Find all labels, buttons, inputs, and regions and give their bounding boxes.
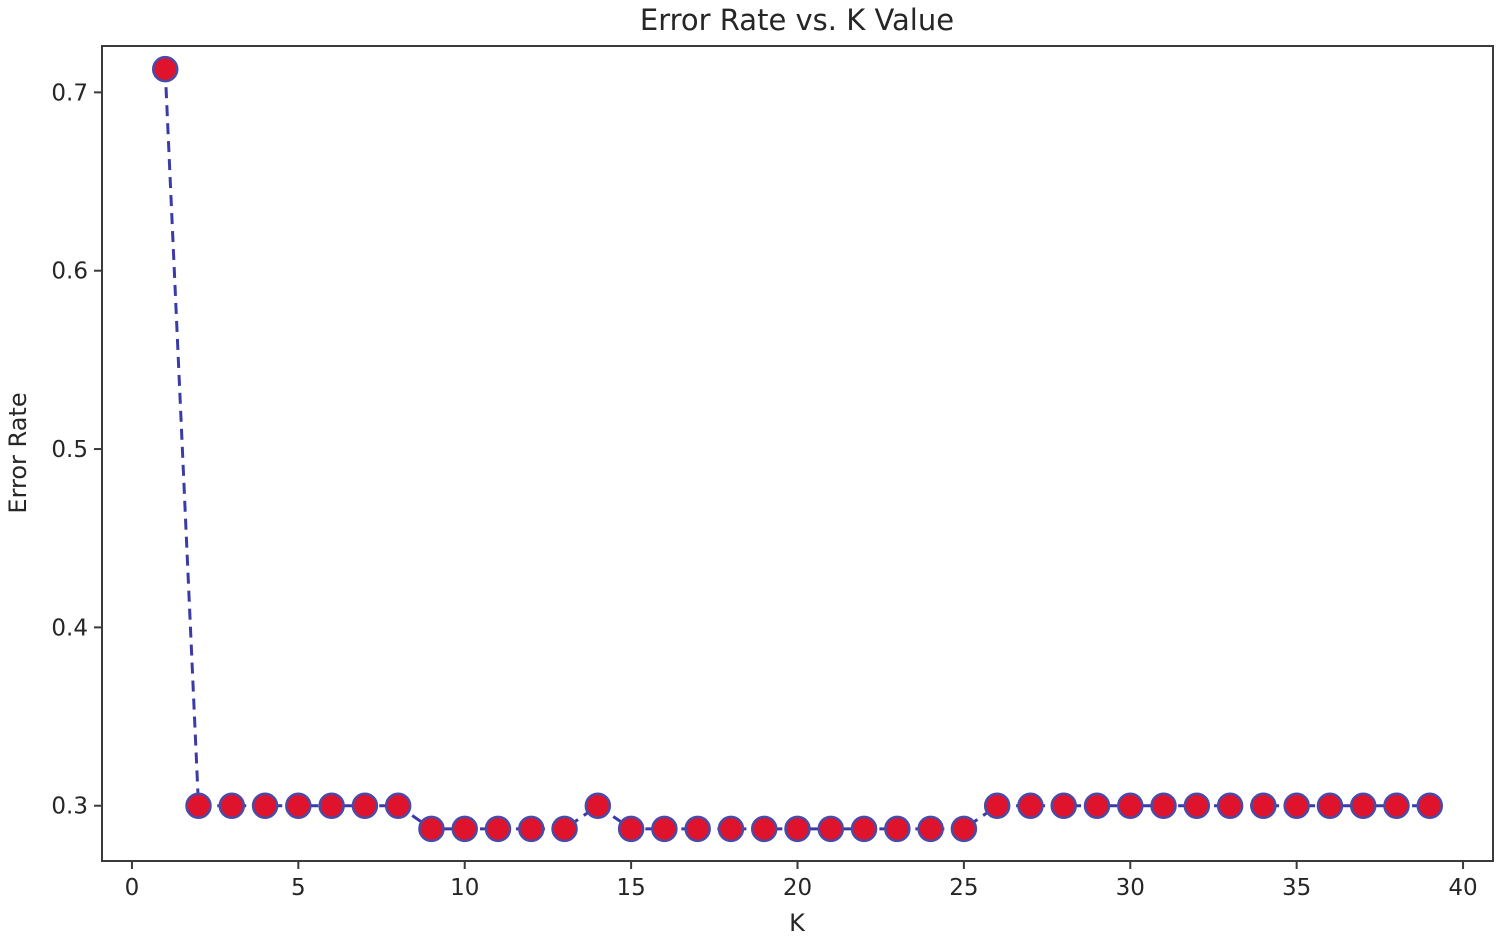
x-tick-label: 0	[125, 875, 140, 901]
y-tick-label: 0.3	[51, 794, 88, 820]
x-ticks: 0 5 10 15 20 25 30 35 40	[125, 861, 1478, 901]
data-point	[451, 815, 478, 843]
data-point	[1383, 792, 1410, 819]
data-point	[1216, 792, 1244, 819]
x-tick-label: 5	[291, 875, 306, 901]
data-point	[185, 792, 212, 819]
data-point	[285, 792, 312, 819]
data-point	[1017, 792, 1044, 819]
data-point	[218, 792, 246, 819]
y-ticks: 0.3 0.4 0.5 0.6 0.7	[51, 80, 102, 820]
data-point	[351, 792, 379, 819]
y-tick-label: 0.7	[51, 80, 88, 106]
data-point	[384, 792, 412, 819]
y-tick-label: 0.5	[51, 437, 88, 463]
data-point	[251, 792, 279, 819]
data-point	[518, 815, 545, 843]
x-tick-label: 25	[949, 875, 978, 901]
data-point	[1117, 792, 1144, 819]
x-tick-label: 10	[450, 875, 479, 901]
chart-title: Error Rate vs. K Value	[640, 3, 954, 37]
x-tick-label: 40	[1448, 875, 1477, 901]
data-point	[1050, 792, 1077, 819]
data-point	[817, 815, 845, 843]
y-axis-label: Error Rate	[4, 392, 32, 513]
y-tick-label: 0.6	[51, 259, 88, 285]
data-point	[1250, 792, 1277, 819]
data-point	[651, 815, 678, 843]
x-axis-label: K	[789, 909, 806, 937]
data-point	[1083, 792, 1111, 819]
data-point	[983, 792, 1011, 819]
data-point	[484, 815, 512, 843]
data-point	[1416, 792, 1444, 819]
plot-frame	[101, 45, 1494, 862]
data-point	[418, 815, 445, 843]
data-point	[850, 815, 878, 843]
data-point	[684, 815, 711, 843]
data-point	[784, 815, 811, 843]
data-point	[884, 815, 911, 843]
x-tick-label: 20	[783, 875, 812, 901]
x-tick-label: 30	[1116, 875, 1145, 901]
data-point	[1349, 792, 1377, 819]
data-point	[917, 815, 944, 843]
data-point	[950, 815, 978, 843]
data-point	[551, 815, 578, 843]
data-point	[318, 792, 345, 819]
data-point	[717, 815, 745, 843]
data-point	[617, 815, 645, 843]
data-point	[1283, 792, 1310, 819]
data-point	[151, 55, 179, 83]
x-tick-label: 35	[1282, 875, 1311, 901]
data-point	[584, 792, 612, 819]
data-point	[1316, 792, 1344, 819]
series-points	[151, 55, 1444, 843]
y-tick-label: 0.4	[51, 615, 88, 641]
data-point	[1183, 792, 1211, 819]
x-tick-label: 15	[616, 875, 645, 901]
data-point	[750, 815, 778, 843]
data-point	[1150, 792, 1177, 819]
